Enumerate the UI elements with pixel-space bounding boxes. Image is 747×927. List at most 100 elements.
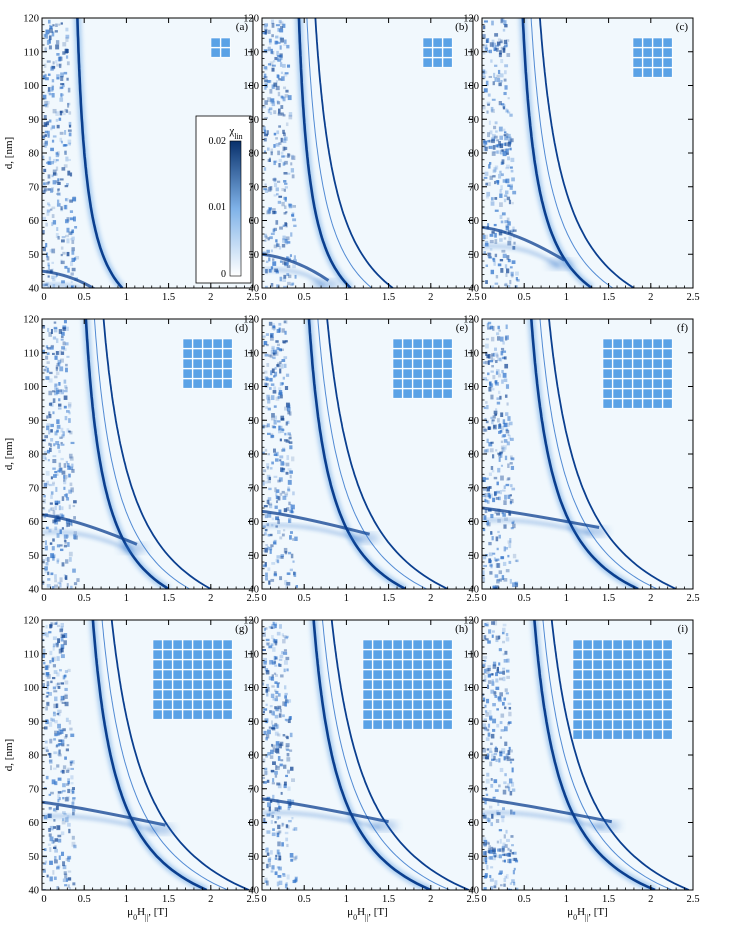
array-cell [602, 689, 613, 700]
x-tick-label: 1 [124, 593, 129, 604]
array-cell [652, 689, 663, 700]
speckle-dot [485, 816, 490, 822]
speckle-dot [288, 114, 293, 120]
speckle-dot [65, 493, 68, 498]
speckle-dot [61, 701, 66, 704]
speckle-dot [511, 844, 514, 847]
array-cell [582, 649, 593, 660]
speckle-dot [505, 829, 508, 834]
speckle-dot [493, 752, 498, 756]
speckle-dot [55, 40, 60, 45]
speckle-dot [56, 865, 60, 869]
array-cell [632, 679, 643, 690]
speckle-dot [275, 193, 279, 196]
array-cell [662, 649, 673, 660]
array-cell [652, 348, 663, 359]
speckle-dot [58, 398, 61, 402]
speckle-dot [284, 182, 288, 185]
speckle-dot [499, 838, 502, 844]
speckle-dot [487, 732, 491, 737]
speckle-dot [278, 509, 282, 514]
array-cell [602, 368, 613, 379]
speckle-dot [59, 131, 64, 135]
array-cell [392, 649, 403, 660]
speckle-dot [271, 814, 274, 818]
speckle-dot [486, 405, 489, 410]
array-cell [182, 669, 193, 680]
speckle-dot [485, 379, 489, 382]
x-tick-label: 2.5 [246, 292, 259, 303]
speckle-dot [283, 43, 287, 46]
array-cell [572, 729, 583, 740]
speckle-dot [495, 144, 499, 148]
speckle-dot [284, 692, 288, 696]
speckle-dot [68, 231, 73, 236]
speckle-dot [499, 750, 503, 754]
speckle-dot [489, 239, 494, 244]
speckle-dot [266, 423, 270, 428]
x-tick-label: 1 [124, 292, 129, 303]
speckle-dot [46, 209, 51, 213]
speckle-dot [483, 659, 487, 662]
speckle-dot [270, 626, 274, 630]
speckle-dot [276, 347, 280, 351]
speckle-dot [264, 29, 268, 34]
array-cell [172, 689, 183, 700]
y-tick-label: 80 [249, 149, 260, 160]
speckle-dot [500, 347, 505, 351]
speckle-dot [58, 117, 62, 121]
speckle-dot [503, 877, 507, 883]
speckle-dot [266, 130, 269, 135]
speckle-dot [508, 706, 512, 710]
speckle-dot [487, 372, 490, 376]
speckle-dot [511, 858, 515, 861]
speckle-dot [500, 18, 503, 24]
speckle-dot [58, 855, 61, 860]
speckle-dot [265, 269, 268, 274]
speckle-dot [490, 285, 495, 288]
array-cell [162, 639, 173, 650]
speckle-dot [65, 817, 69, 823]
speckle-dot [63, 395, 68, 400]
speckle-dot [56, 744, 60, 747]
speckle-dot [270, 283, 274, 287]
speckle-dot [496, 490, 500, 494]
series-inner-branch [542, 620, 673, 890]
array-cell [662, 689, 673, 700]
speckle-dot [73, 257, 77, 261]
speckle-dot [56, 544, 61, 548]
speckle-dot [60, 83, 64, 86]
speckle-dot [505, 384, 510, 389]
array-cell [602, 338, 613, 349]
speckle-dot [45, 355, 49, 360]
speckle-dot [507, 783, 510, 788]
y-tick-label: 60 [29, 216, 40, 227]
speckle-dot [280, 461, 285, 466]
speckle-dot [47, 73, 51, 76]
speckle-dot [73, 516, 76, 520]
speckle-dot [283, 668, 286, 673]
speckle-dot [67, 870, 72, 873]
speckle-dot [290, 232, 293, 237]
speckle-dot [49, 371, 53, 375]
speckle-dot [287, 786, 291, 791]
speckle-dot [282, 734, 286, 737]
speckle-dot [285, 239, 289, 245]
speckle-dot [52, 172, 57, 176]
speckle-dot [498, 854, 502, 859]
speckle-dot [274, 871, 278, 876]
speckle-dot [503, 726, 508, 732]
panel-label: (f) [677, 322, 688, 334]
speckle-dot [68, 430, 71, 433]
speckle-dot [267, 802, 272, 808]
speckle-dot [483, 842, 487, 846]
array-cell [192, 378, 203, 389]
speckle-dot [488, 805, 493, 809]
speckle-dot [268, 806, 271, 812]
speckle-dot [55, 60, 58, 64]
speckle-dot [60, 253, 63, 257]
series-second-branch [326, 319, 449, 589]
speckle-dot [51, 248, 56, 254]
array-inset [392, 338, 453, 399]
speckle-dot [507, 786, 511, 792]
